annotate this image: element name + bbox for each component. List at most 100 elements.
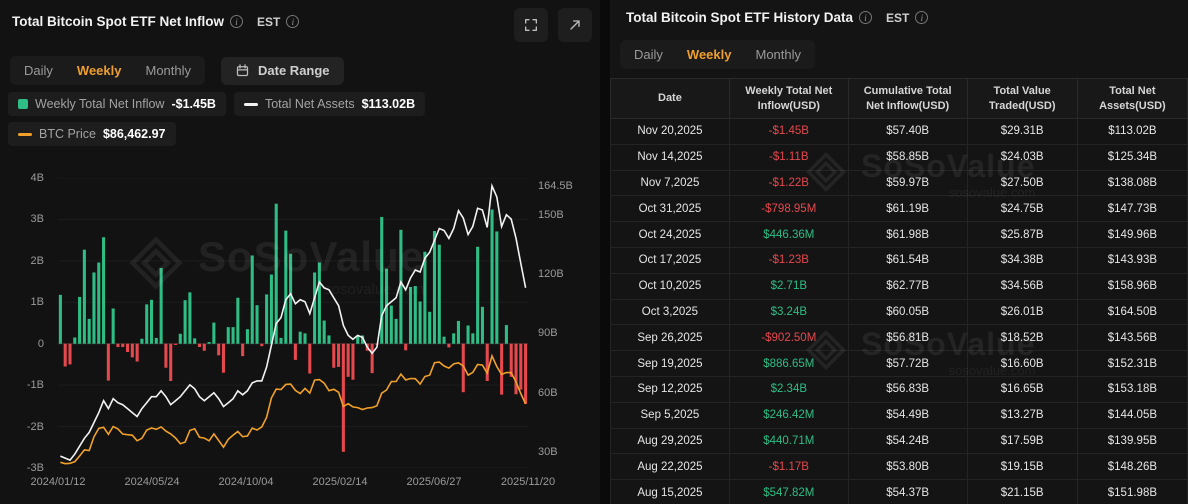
cell-weekly-net-inflow: $246.42M: [728, 401, 849, 429]
axis-tick-label: 60B: [538, 386, 558, 399]
cell-total-value-traded: $18.52B: [966, 324, 1078, 352]
cell-total-value-traded: $21.15B: [966, 479, 1078, 504]
axis-tick-label: 150B: [538, 208, 564, 221]
cell-weekly-net-inflow: -$902.50M: [728, 324, 849, 352]
chart-plot: SoSoValue sosovalue.com: [58, 177, 528, 469]
cell-date: Aug 22,2025: [610, 453, 730, 481]
fullscreen-button[interactable]: [514, 8, 548, 42]
cell-date: Oct 17,2025: [610, 246, 730, 274]
cell-date: Nov 14,2025: [610, 143, 730, 171]
table-row: Nov 14,2025 -$1.11B $58.85B $24.03B $125.34B: [610, 143, 1188, 171]
chart-area[interactable]: 4B 3B 2B 1B 0 -1B -2B -3B SoSoValue sosovalue.c…: [0, 170, 600, 504]
table-header-row: Date Weekly Total Net Inflow(USD) Cumulati…: [610, 78, 1188, 119]
history-tab-daily[interactable]: Daily: [622, 42, 675, 67]
share-button[interactable]: [558, 8, 592, 42]
cell-weekly-net-inflow: -$1.17B: [728, 453, 849, 481]
info-icon[interactable]: [229, 15, 243, 28]
tab-daily[interactable]: Daily: [12, 58, 65, 83]
cell-total-net-assets: $151.98B: [1076, 479, 1188, 504]
legend-value: $86,462.97: [102, 127, 166, 141]
x-axis-tick-label: 2025/11/20: [500, 476, 556, 488]
table-row: Sep 19,2025 $886.65M $57.72B $16.60B $152.31…: [610, 350, 1188, 377]
column-header: Weekly Total Net Inflow(USD): [728, 78, 849, 119]
calendar-icon: [236, 64, 249, 77]
cell-cumulative-net-inflow: $54.24B: [847, 427, 968, 455]
cell-date: Sep 19,2025: [610, 350, 730, 377]
history-table: Date Weekly Total Net Inflow(USD) Cumulati…: [610, 78, 1188, 504]
date-range-label: Date Range: [258, 63, 330, 78]
legend-item-btc-price[interactable]: BTC Price $86,462.97: [8, 122, 176, 146]
axis-tick-label: 30B: [538, 446, 558, 459]
legend-item-total-net-assets[interactable]: Total Net Assets $113.02B: [233, 92, 426, 116]
column-header: Total Net Assets(USD): [1076, 78, 1188, 119]
cell-weekly-net-inflow: -$1.45B: [728, 118, 849, 145]
cell-weekly-net-inflow: -$1.22B: [728, 169, 849, 197]
info-icon[interactable]: [286, 15, 300, 28]
interval-tabs: Daily Weekly Monthly: [10, 56, 206, 85]
info-icon[interactable]: [859, 11, 873, 24]
net-inflow-panel: Total Bitcoin Spot ETF Net Inflow EST Da…: [0, 0, 600, 504]
chart-title-row: Total Bitcoin Spot ETF Net Inflow EST: [12, 8, 300, 29]
cell-total-value-traded: $26.01B: [966, 298, 1078, 326]
history-tab-weekly[interactable]: Weekly: [675, 42, 744, 67]
axis-tick-label: -3B: [26, 462, 44, 474]
table-row: Sep 5,2025 $246.42M $54.49B $13.27B $144.05B: [610, 401, 1188, 429]
legend-label: BTC Price: [39, 127, 96, 141]
cell-total-value-traded: $34.38B: [966, 246, 1078, 274]
axis-tick-label: 0: [37, 337, 44, 350]
tab-weekly[interactable]: Weekly: [65, 58, 134, 83]
date-range-button[interactable]: Date Range: [221, 56, 344, 85]
cell-date: Aug 15,2025: [610, 479, 730, 504]
axis-tick-label: 2B: [30, 254, 44, 267]
cell-total-value-traded: $24.75B: [966, 195, 1078, 223]
axis-tick-label: 90B: [538, 327, 558, 340]
axis-tick-label: 120B: [538, 268, 564, 280]
x-axis-tick-label: 2025/02/14: [312, 476, 368, 488]
table-row: Nov 7,2025 -$1.22B $59.97B $27.50B $138.08B: [610, 169, 1188, 197]
cell-cumulative-net-inflow: $57.72B: [847, 350, 968, 377]
chart-actions: [514, 8, 592, 42]
cell-date: Oct 31,2025: [610, 195, 730, 223]
info-icon[interactable]: [915, 11, 929, 24]
cell-total-value-traded: $19.15B: [966, 453, 1078, 481]
chart-axis-left: 4B 3B 2B 1B 0 -1B -2B -3B: [0, 172, 52, 474]
cell-total-net-assets: $143.93B: [1076, 246, 1188, 274]
cell-total-net-assets: $125.34B: [1076, 143, 1188, 171]
cell-total-net-assets: $152.31B: [1076, 350, 1188, 377]
legend-value: -$1.45B: [171, 97, 216, 111]
history-tab-monthly[interactable]: Monthly: [743, 42, 813, 67]
fullscreen-icon: [525, 19, 537, 31]
column-header: Total Value Traded(USD): [966, 78, 1078, 119]
chart-panel-title: Total Bitcoin Spot ETF Net Inflow: [12, 14, 224, 29]
cell-total-value-traded: $25.87B: [966, 221, 1078, 248]
tab-monthly[interactable]: Monthly: [133, 58, 203, 83]
axis-tick-label: 164.5B: [538, 179, 573, 192]
chart-panel-header: Total Bitcoin Spot ETF Net Inflow EST: [12, 8, 592, 42]
table-row: Aug 15,2025 $547.82M $54.37B $21.15B $151.98…: [610, 479, 1188, 504]
history-interval-tabs: Daily Weekly Monthly: [620, 40, 816, 69]
cell-total-net-assets: $144.05B: [1076, 401, 1188, 429]
legend-marker-icon: [243, 102, 258, 106]
legend-marker-icon: [18, 132, 32, 136]
cell-weekly-net-inflow: $2.34B: [728, 375, 849, 403]
cell-date: Oct 10,2025: [610, 272, 730, 300]
history-table-body: Nov 20,2025 -$1.45B $57.40B $29.31B $113.02B…: [610, 118, 1188, 504]
cell-date: Sep 12,2025: [610, 375, 730, 403]
legend-item-weekly-total-net-inflow[interactable]: Weekly Total Net Inflow -$1.45B: [8, 92, 226, 116]
cell-total-value-traded: $13.27B: [966, 401, 1078, 429]
cell-cumulative-net-inflow: $61.19B: [847, 195, 968, 223]
table-row: Nov 20,2025 -$1.45B $57.40B $29.31B $113.02B: [610, 118, 1188, 145]
cell-total-net-assets: $138.08B: [1076, 169, 1188, 197]
cell-weekly-net-inflow: -$1.11B: [728, 143, 849, 171]
cell-weekly-net-inflow: $547.82M: [728, 479, 849, 504]
chart-legend: Weekly Total Net Inflow -$1.45B Total Net …: [8, 92, 488, 146]
cell-total-net-assets: $158.96B: [1076, 272, 1188, 300]
cell-date: Sep 5,2025: [610, 401, 730, 429]
cell-cumulative-net-inflow: $60.05B: [847, 298, 968, 326]
cell-total-value-traded: $29.31B: [966, 118, 1078, 145]
legend-label: Total Net Assets: [264, 97, 355, 111]
cell-cumulative-net-inflow: $62.77B: [847, 272, 968, 300]
table-row: Aug 29,2025 $440.71M $54.24B $17.59B $139.95…: [610, 427, 1188, 455]
table-row: Aug 22,2025 -$1.17B $53.80B $19.15B $148.26B: [610, 453, 1188, 481]
axis-tick-label: 3B: [30, 213, 44, 226]
